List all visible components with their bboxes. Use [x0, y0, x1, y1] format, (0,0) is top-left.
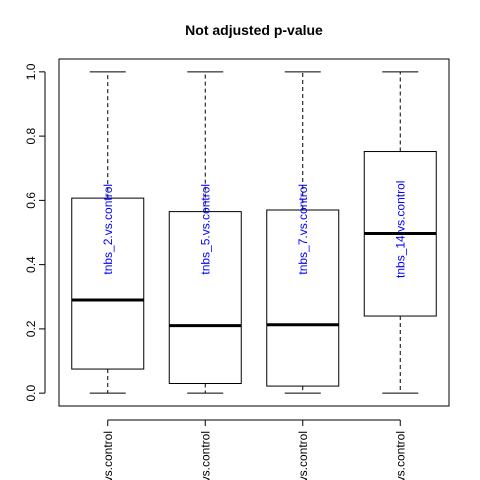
y-axis: 0.0 0.2 0.4 0.6 0.8 1.0 [24, 63, 46, 401]
box-3: tnbs_7.vs.control [266, 71, 340, 394]
box-label: tnbs_2.vs.control [101, 184, 115, 275]
x-tick-label: 2.vs.control [101, 431, 115, 480]
box-1: tnbs_2.vs.control [71, 71, 145, 394]
box-group: tnbs_2.vs.control tnbs_5.vs.control tnbs_7… [71, 71, 437, 394]
iqr-box [266, 209, 340, 387]
box-label: tnbs_7.vs.control [296, 184, 310, 275]
y-tick-label: 1.0 [24, 63, 38, 80]
y-tick-label: 0.4 [24, 256, 38, 273]
box-label: tnbs_5.vs.control [198, 184, 212, 275]
x-tick-label: 5.vs.control [198, 431, 212, 480]
y-tick-label: 0.8 [24, 127, 38, 144]
box-2: tnbs_5.vs.control [168, 71, 242, 394]
y-tick-label: 0.2 [24, 320, 38, 337]
x-tick-label: 4.vs.control [393, 431, 407, 480]
box-4: tnbs_14.vs.control [363, 71, 437, 394]
x-axis: 2.vs.control 5.vs.control 7.vs.control 4.vs… [101, 419, 407, 480]
iqr-box [71, 197, 145, 370]
box-label: tnbs_14.vs.control [393, 181, 407, 278]
y-tick-label: 0.6 [24, 192, 38, 209]
iqr-box [168, 211, 242, 385]
x-tick-label: 7.vs.control [296, 431, 310, 480]
plot-frame [58, 58, 450, 407]
y-tick-label: 0.0 [24, 384, 38, 401]
chart-title: Not adjusted p-value [185, 22, 323, 38]
